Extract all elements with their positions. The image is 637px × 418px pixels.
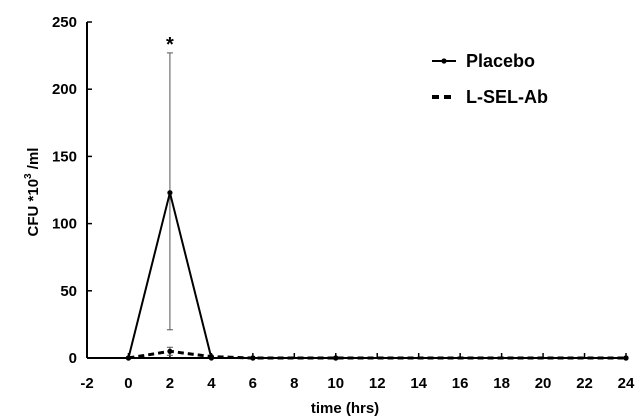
x-tick-label: 8: [290, 375, 298, 392]
y-axis-title-exponent: 3: [23, 173, 34, 179]
x-tick-label: 24: [618, 375, 635, 392]
x-tick-label: 4: [207, 375, 216, 392]
series-lines: [125, 190, 629, 361]
legend: Placebo L-SEL-Ab: [432, 51, 548, 107]
y-tick-label: 0: [69, 350, 77, 367]
y-axis-title-prefix: CFU *10: [25, 179, 42, 237]
x-tick-label: 12: [369, 375, 386, 392]
data-point: [125, 355, 132, 361]
series-line-0: [127, 192, 626, 359]
y-tick-label: 100: [52, 216, 77, 233]
data-point: [250, 355, 256, 361]
data-point: [167, 190, 173, 196]
x-axis-ticks: -2 0 2 4 6 8 10 12 14 16 18 20 22 24: [80, 353, 635, 392]
legend-label: Placebo: [466, 51, 535, 71]
annotations: *: [166, 34, 174, 56]
legend-label: L-SEL-Ab: [466, 87, 548, 107]
x-tick-label: 0: [124, 375, 132, 392]
x-tick-label: 10: [327, 375, 344, 392]
x-tick-label: 20: [535, 375, 552, 392]
y-axis-ticks: 0 50 100 150 200 250: [52, 14, 92, 367]
x-tick-label: -2: [80, 375, 93, 392]
x-axis-title: time (hrs): [311, 400, 379, 417]
series-line-1: [128, 349, 626, 360]
x-tick-label: 14: [410, 375, 427, 392]
data-point: [623, 355, 629, 361]
y-tick-label: 200: [52, 81, 77, 98]
legend-marker: [441, 58, 447, 64]
data-point: [333, 355, 339, 361]
y-tick-label: 150: [52, 148, 77, 165]
y-tick-label: 250: [52, 14, 77, 31]
axes: [86, 22, 626, 359]
data-point: [167, 348, 173, 354]
x-tick-label: 18: [493, 375, 510, 392]
significance-marker: *: [166, 34, 174, 56]
x-tick-label: 16: [452, 375, 469, 392]
y-tick-label: 50: [60, 283, 77, 300]
x-tick-label: 22: [576, 375, 593, 392]
y-axis-title-suffix: /ml: [25, 148, 42, 174]
x-tick-label: 6: [249, 375, 257, 392]
x-tick-label: 2: [166, 375, 174, 392]
data-point: [208, 354, 214, 360]
y-axis-title: CFU *103 /ml: [23, 148, 42, 237]
